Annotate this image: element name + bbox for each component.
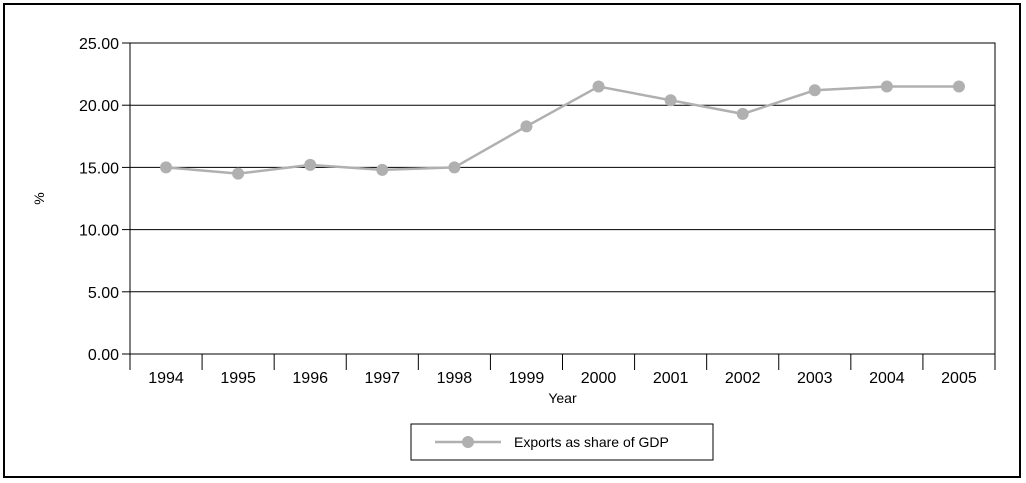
x-tick-label: 1999: [509, 370, 545, 387]
x-tick-label: 1994: [148, 370, 184, 387]
y-tick-label: 0.00: [88, 347, 119, 364]
data-point: [448, 161, 461, 174]
x-axis: 1994 1995 1996 1997 1998 1999 2000 2001 2002 2003…: [129, 354, 996, 387]
data-point: [736, 107, 749, 120]
data-point: [880, 80, 893, 93]
x-tick-label: 2004: [869, 370, 905, 387]
data-point: [952, 80, 965, 93]
plot-area: [129, 42, 996, 355]
legend-label: Exports as share of GDP: [514, 434, 669, 450]
data-point: [808, 84, 821, 97]
legend-marker: [462, 436, 474, 448]
y-tick-label: 20.00: [79, 98, 119, 115]
y-tick-label: 10.00: [79, 223, 119, 240]
y-tick-label: 15.00: [79, 160, 119, 177]
x-tick-label: 2003: [797, 370, 833, 387]
series-group: [160, 80, 965, 180]
y-axis: 0.00 5.00 10.00 15.00 20.00 25.00: [79, 36, 130, 364]
x-tick-label: 1996: [292, 370, 328, 387]
y-axis-title: %: [31, 192, 47, 204]
x-tick-label: 1998: [437, 370, 473, 387]
data-point: [592, 80, 605, 93]
x-tick-label: 1997: [364, 370, 400, 387]
chart-frame: [3, 3, 1021, 478]
data-point: [160, 161, 173, 174]
x-axis-title: Year: [548, 390, 577, 406]
data-point: [520, 120, 533, 133]
legend: Exports as share of GDP: [410, 423, 714, 461]
y-tick-label: 5.00: [88, 285, 119, 302]
y-tick-label: 25.00: [79, 36, 119, 53]
gridlines: [130, 42, 995, 355]
x-tick-label: 1995: [220, 370, 256, 387]
x-tick-label: 2002: [725, 370, 761, 387]
data-point: [664, 94, 677, 107]
series-line: [165, 85, 959, 175]
x-tick-label: 2005: [941, 370, 977, 387]
data-point: [232, 167, 245, 180]
x-tick-label: 2000: [581, 370, 617, 387]
x-tick-label: 2001: [653, 370, 689, 387]
data-point: [304, 158, 317, 171]
data-point: [376, 163, 389, 176]
